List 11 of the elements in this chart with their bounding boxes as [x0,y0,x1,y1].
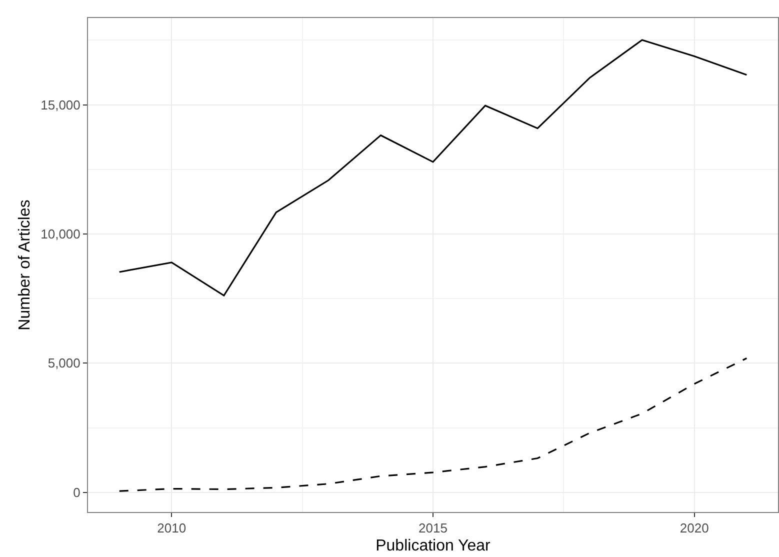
y-tick-label: 0 [73,484,80,500]
line-series [118,357,748,492]
y-tick-label: 5,000 [48,356,80,371]
x-tick-label: 2015 [418,520,448,536]
line-series [118,39,748,296]
x-tick-label: 2010 [157,520,186,536]
y-tick-label: 10,000 [40,226,80,242]
x-axis-title: Publication Year [376,537,492,554]
y-axis-title: Number of Articles [16,200,34,330]
y-tick-label: 15,000 [40,97,80,112]
x-tick-label: 2020 [680,520,709,536]
